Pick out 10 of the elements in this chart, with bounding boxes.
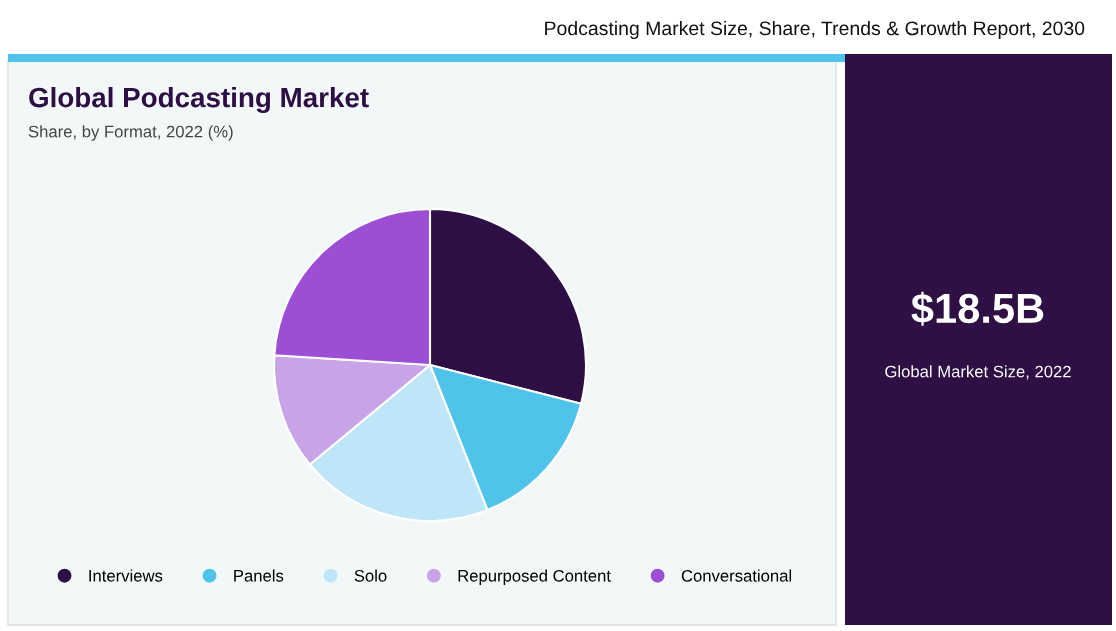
legend-label: Solo: [354, 569, 387, 582]
chart-subtitle: Share, by Format, 2022 (%): [28, 125, 233, 141]
legend-label: Repurposed Content: [458, 569, 611, 585]
legend-label: Interviews: [89, 569, 163, 582]
chart-title: Global Podcasting Market: [29, 86, 369, 114]
text: Global Market Size, 2022: [885, 365, 1071, 380]
text: $18.5B: [911, 291, 1044, 326]
legend-label: Conversational: [681, 569, 792, 582]
legend-label: Panels: [234, 569, 284, 582]
text: Podcasting Market Size, Share, Trends & Growth Report, 2030: [545, 20, 1085, 40]
